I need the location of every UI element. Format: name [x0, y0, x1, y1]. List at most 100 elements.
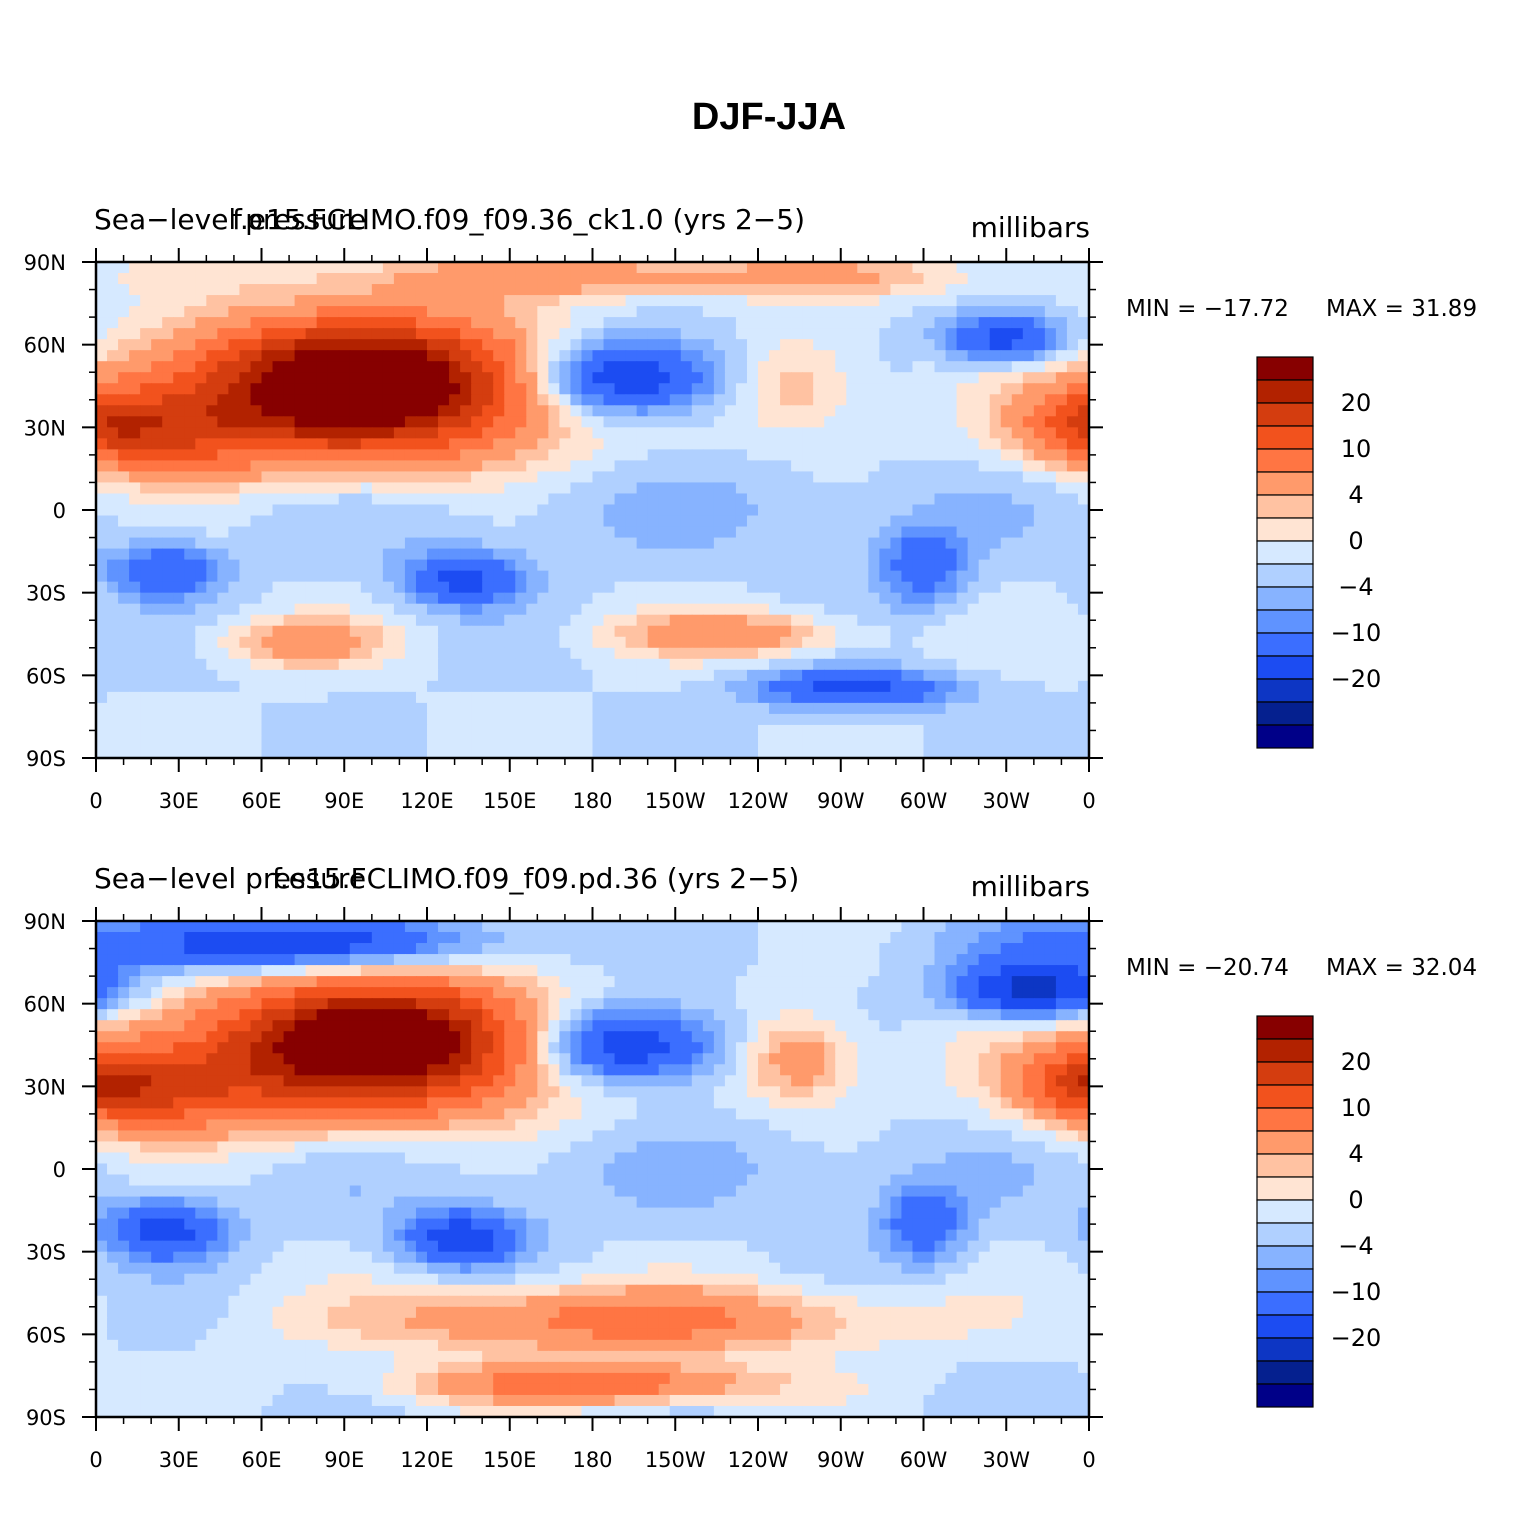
field-cell — [967, 943, 980, 955]
field-cell — [614, 262, 627, 274]
field-cell — [294, 647, 307, 660]
field-cell — [206, 680, 218, 693]
field-cell — [239, 746, 252, 759]
field-cell — [471, 746, 483, 759]
field-cell — [1077, 504, 1090, 517]
field-cell — [261, 603, 274, 616]
field-cell — [857, 636, 869, 649]
field-cell — [129, 449, 141, 461]
field-cell — [460, 921, 472, 933]
field-cell — [923, 658, 936, 671]
x-tick-label: 0 — [89, 789, 102, 813]
field-cell — [526, 361, 538, 373]
field-cell — [978, 471, 991, 484]
field-cell — [217, 493, 229, 506]
field-cell — [272, 603, 285, 616]
field-cell — [537, 295, 549, 307]
field-cell — [658, 383, 671, 395]
field-cell — [107, 724, 119, 737]
field-cell — [824, 273, 836, 285]
field-cell — [1011, 449, 1024, 461]
field-cell — [250, 493, 263, 506]
field-cell — [570, 559, 583, 572]
field-cell — [879, 702, 891, 715]
field-cell — [813, 603, 825, 616]
field-cell — [129, 515, 141, 528]
field-cell — [680, 416, 693, 428]
field-cell — [746, 306, 759, 318]
field-cell — [404, 515, 417, 528]
field-cell — [769, 581, 781, 594]
field-cell — [404, 1009, 417, 1021]
field-cell — [945, 592, 958, 605]
field-cell — [813, 636, 825, 649]
field-cell — [769, 713, 781, 726]
field-cell — [1066, 493, 1079, 506]
field-cell — [978, 317, 991, 329]
field-cell — [846, 702, 858, 715]
field-cell — [349, 965, 362, 977]
field-cell — [636, 493, 649, 506]
field-cell — [769, 570, 781, 583]
field-cell — [173, 581, 185, 594]
field-cell — [151, 976, 163, 988]
field-cell — [371, 493, 384, 506]
field-cell — [614, 515, 627, 528]
field-cell — [294, 976, 307, 988]
field-cell — [504, 273, 516, 285]
field-cell — [625, 581, 638, 594]
field-cell — [1022, 537, 1035, 550]
field-cell — [1011, 669, 1024, 682]
field-cell — [1033, 559, 1046, 572]
field-cell — [151, 932, 163, 944]
field-cell — [636, 361, 649, 373]
field-cell — [449, 724, 461, 737]
field-cell — [272, 987, 285, 999]
field-cell — [780, 713, 792, 726]
field-cell — [1033, 372, 1046, 384]
field-cell — [724, 350, 737, 362]
field-cell — [1077, 669, 1090, 682]
field-cell — [239, 735, 252, 748]
field-cell — [1044, 526, 1057, 539]
field-cell — [614, 954, 627, 966]
field-cell — [680, 658, 693, 671]
field-cell — [879, 416, 891, 428]
field-cell — [724, 669, 737, 682]
field-cell — [956, 570, 969, 583]
field-cell — [404, 471, 417, 484]
field-cell — [868, 998, 880, 1010]
field-cell — [151, 504, 163, 517]
field-cell — [592, 460, 605, 473]
field-cell — [272, 724, 285, 737]
field-cell — [316, 383, 329, 395]
field-cell — [151, 570, 163, 583]
field-cell — [901, 295, 914, 307]
field-cell — [449, 702, 461, 715]
field-cell — [305, 482, 318, 495]
field-cell — [570, 515, 583, 528]
field-cell — [515, 954, 527, 966]
field-cell — [846, 625, 858, 638]
field-cell — [702, 680, 715, 693]
field-cell — [901, 965, 914, 977]
field-cell — [857, 537, 869, 550]
field-cell — [1033, 724, 1046, 737]
field-cell — [493, 548, 505, 561]
field-cell — [404, 493, 417, 506]
field-cell — [570, 482, 583, 495]
field-cell — [746, 954, 759, 966]
field-cell — [327, 965, 340, 977]
field-cell — [195, 537, 207, 550]
field-cell — [206, 921, 218, 933]
field-cell — [239, 537, 252, 550]
field-cell — [1011, 724, 1024, 737]
field-cell — [316, 965, 329, 977]
field-cell — [537, 394, 549, 406]
field-cell — [349, 350, 362, 362]
field-cell — [978, 383, 991, 395]
field-cell — [482, 394, 494, 406]
field-cell — [890, 592, 903, 605]
field-cell — [526, 976, 538, 988]
field-cell — [107, 614, 119, 627]
